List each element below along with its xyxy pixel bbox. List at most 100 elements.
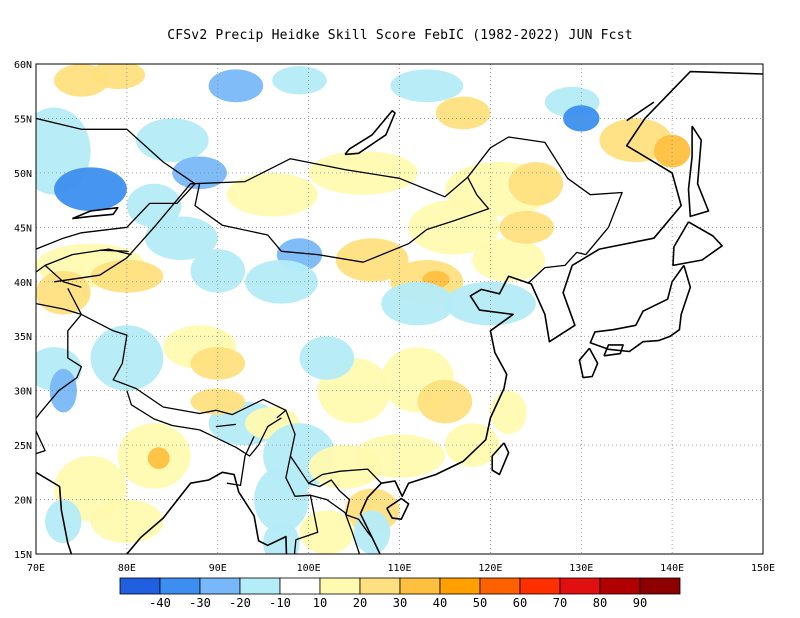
boundary-path bbox=[99, 249, 129, 252]
skill-patch bbox=[299, 510, 355, 554]
skill-patch bbox=[126, 183, 182, 228]
longitude-label: 80E bbox=[118, 563, 136, 574]
longitude-label: 140E bbox=[660, 563, 684, 574]
skill-patch bbox=[190, 249, 246, 293]
colorbar-swatch bbox=[159, 577, 201, 595]
colorbar-swatch bbox=[599, 577, 641, 595]
skill-patch bbox=[417, 379, 473, 424]
latitude-label: 60N bbox=[14, 60, 32, 71]
chart-title: CFSv2 Precip Heidke Skill Score FebIC (1… bbox=[167, 28, 633, 43]
boundary-path bbox=[126, 128, 196, 185]
colorbar-label: -10 bbox=[269, 596, 291, 610]
longitude-tick-labels: 70E 80E 90E 100E 110E 120E 130E 140E 150E bbox=[27, 563, 775, 574]
colorbar-label: 30 bbox=[393, 596, 407, 610]
skill-patch bbox=[499, 210, 554, 244]
skill-patch bbox=[90, 499, 164, 544]
boundary-path bbox=[194, 176, 490, 263]
skill-patch bbox=[563, 105, 600, 132]
colorbar-swatch bbox=[359, 577, 401, 595]
latitude-tick-labels: 15N 20N 25N 30N 35N 40N 45N 50N 55N 60N bbox=[14, 60, 32, 561]
skill-patch bbox=[435, 96, 491, 130]
colorbar-swatch bbox=[519, 577, 561, 595]
colorbar-label: -20 bbox=[229, 596, 251, 610]
skill-patch bbox=[190, 347, 246, 380]
colorbar-swatch bbox=[279, 577, 321, 595]
boundary-path bbox=[310, 494, 361, 554]
skill-patch bbox=[54, 167, 127, 211]
skill-patch bbox=[135, 118, 209, 162]
latitude-label: 35N bbox=[14, 332, 32, 343]
longitude-label: 120E bbox=[478, 563, 502, 574]
colorbar-label: 20 bbox=[353, 596, 367, 610]
colorbar-label: 90 bbox=[633, 596, 647, 610]
gridlines bbox=[36, 64, 763, 554]
colorbar-label: 80 bbox=[593, 596, 607, 610]
boundary-path bbox=[44, 248, 132, 288]
plot-frame bbox=[35, 63, 764, 555]
coastline-path bbox=[603, 344, 624, 357]
latitude-label: 25N bbox=[14, 441, 32, 452]
boundary-path bbox=[285, 455, 319, 554]
skill-patch bbox=[263, 521, 300, 554]
colorbar-label: -30 bbox=[189, 596, 211, 610]
boundary-path bbox=[226, 436, 255, 487]
coastline-path bbox=[359, 70, 763, 554]
coastline-path bbox=[344, 110, 396, 156]
boundary-path bbox=[54, 136, 623, 283]
skill-patch bbox=[408, 200, 500, 255]
longitude-label: 70E bbox=[27, 563, 45, 574]
boundary-path bbox=[215, 423, 236, 428]
latitude-label: 20N bbox=[14, 496, 32, 507]
skill-patch bbox=[272, 66, 327, 95]
colorbar-label: 70 bbox=[553, 596, 567, 610]
coastline-path bbox=[36, 471, 73, 554]
colorbar-label: -40 bbox=[149, 596, 171, 610]
latitude-label: 45N bbox=[14, 223, 32, 234]
skill-patch bbox=[653, 134, 691, 168]
boundary-path bbox=[276, 409, 287, 419]
coastline-path bbox=[626, 101, 655, 122]
latitude-label: 30N bbox=[14, 387, 32, 398]
boundary-path bbox=[126, 390, 200, 431]
boundary-path bbox=[36, 302, 82, 316]
coastline-path bbox=[386, 497, 410, 520]
skill-patch bbox=[508, 162, 564, 206]
colorbar: -40 -30 -20 -10 10 20 30 40 50 60 70 80 90 bbox=[119, 577, 681, 610]
colorbar-swatch bbox=[119, 577, 161, 595]
latitude-label: 50N bbox=[14, 169, 32, 180]
skill-patch bbox=[490, 390, 527, 435]
colorbar-swatch bbox=[199, 577, 241, 595]
skill-patch bbox=[299, 336, 355, 380]
colorbar-swatch bbox=[639, 577, 681, 595]
skill-patch bbox=[354, 510, 391, 554]
latitude-label: 15N bbox=[14, 550, 32, 561]
boundary-path bbox=[36, 313, 83, 455]
longitude-label: 90E bbox=[209, 563, 227, 574]
coastline-path bbox=[491, 442, 510, 476]
skill-patch bbox=[208, 69, 264, 103]
boundary-path bbox=[36, 183, 196, 250]
longitude-label: 100E bbox=[297, 563, 321, 574]
skill-patch bbox=[472, 238, 545, 282]
boundary-path bbox=[36, 264, 46, 273]
skill-patch bbox=[172, 156, 227, 190]
skill-patch bbox=[245, 260, 318, 304]
boundary-path bbox=[528, 251, 586, 284]
coastline-path bbox=[578, 347, 599, 379]
boundary-path bbox=[81, 313, 382, 484]
coastline-path bbox=[126, 471, 288, 554]
colorbar-label: 10 bbox=[313, 596, 327, 610]
colorbar-label: 60 bbox=[513, 596, 527, 610]
coastline-path bbox=[672, 221, 723, 267]
boundary-path bbox=[67, 288, 82, 315]
colorbar-swatch bbox=[399, 577, 441, 595]
skill-patch bbox=[145, 216, 218, 260]
skill-patch bbox=[335, 238, 409, 282]
skill-patch bbox=[226, 172, 318, 217]
longitude-label: 150E bbox=[751, 563, 775, 574]
skill-patch bbox=[49, 368, 77, 413]
boundary-path bbox=[308, 479, 373, 539]
boundary-path bbox=[199, 417, 282, 457]
skill-patch bbox=[254, 466, 309, 533]
skill-patch bbox=[190, 388, 246, 415]
